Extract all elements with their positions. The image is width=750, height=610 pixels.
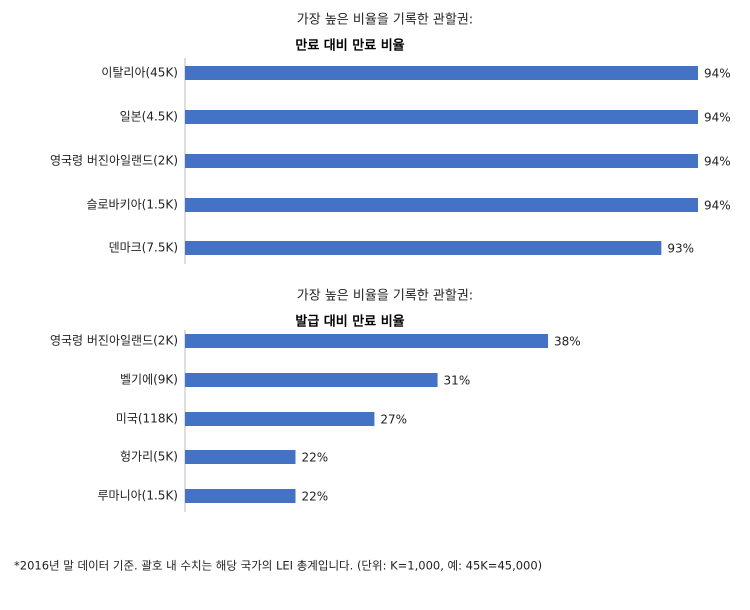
bar [185,489,296,503]
bar [185,198,698,212]
category-label: 슬로바키아(1.5K) [86,198,178,212]
bar [185,373,438,387]
value-label: 31% [444,374,471,388]
category-label: 벨기에(9K) [120,373,178,387]
chart-subtitle: 만료 대비 만료 비율 [295,38,404,54]
category-label: 헝가리(5K) [120,450,178,464]
value-label: 22% [301,451,328,465]
value-label: 27% [380,413,407,427]
bar [185,66,698,80]
bar [185,450,296,464]
category-label: 영국령 버진아일랜드(2K) [50,154,178,168]
chart-title: 가장 높은 비율을 기록한 관할권: [297,289,473,304]
value-label: 38% [554,335,581,349]
footnote: *2016년 말 데이터 기준. 괄호 내 수치는 해당 국가의 LEI 총계입… [14,559,542,573]
category-label: 미국(118K) [116,412,178,426]
chart-subtitle: 발급 대비 만료 비율 [295,314,404,330]
value-label: 94% [704,111,731,125]
chart-title: 가장 높은 비율을 기록한 관할권: [297,13,473,28]
value-label: 94% [704,199,731,213]
bar [185,334,549,348]
category-label: 이탈리아(45K) [101,66,178,80]
bar [185,241,662,255]
category-label: 일본(4.5K) [120,110,178,124]
value-label: 94% [704,67,731,81]
value-label: 22% [301,490,328,504]
bar [185,412,375,426]
category-label: 루마니아(1.5K) [98,489,178,503]
category-label: 영국령 버진아일랜드(2K) [50,334,178,348]
category-label: 덴마크(7.5K) [109,241,178,255]
value-label: 93% [667,242,694,256]
bar [185,110,698,124]
bar [185,154,698,168]
value-label: 94% [704,155,731,169]
